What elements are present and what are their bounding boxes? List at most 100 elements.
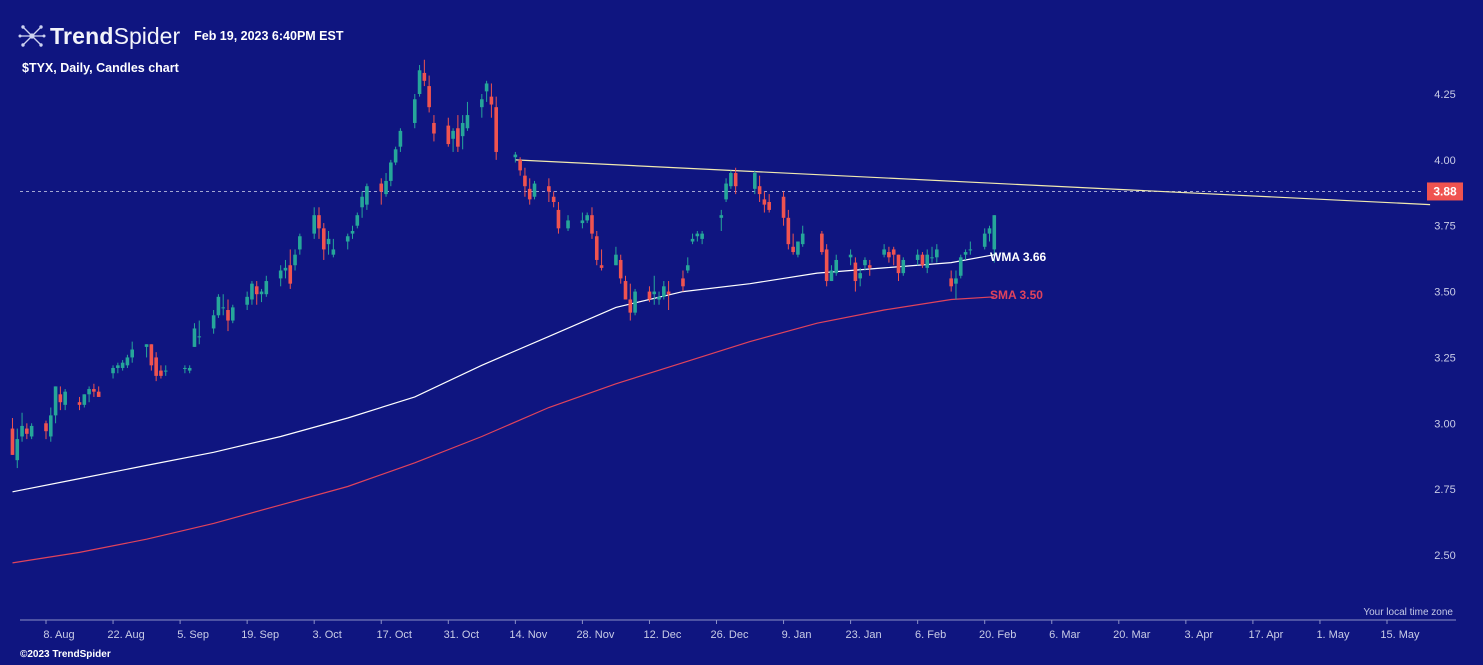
x-tick-label: 14. Nov [509,629,547,641]
candle-up [48,407,53,442]
x-tick-label: 31. Oct [444,629,479,641]
chart-timestamp: Feb 19, 2023 6:40PM EST [194,29,344,43]
candle-down [226,299,230,332]
candle-down [733,167,738,195]
candle-body [786,217,791,245]
x-tick-label: 6. Mar [1049,629,1081,641]
candle-body [48,415,53,437]
candle-up [250,281,254,305]
candle-up [460,115,465,150]
candle-down [853,257,858,292]
candle-body [230,307,235,321]
candle-body [547,186,551,192]
candle-body [513,154,518,158]
candle-body [432,122,436,134]
candle-up [365,183,369,210]
candle-up [360,191,364,218]
candle-down [254,281,259,305]
candle-up [858,267,862,287]
candle-body [187,367,192,371]
time-axis: 8. Aug 22. Aug 5. Sep 19. Sep 3. Oct 17. Oct 3… [20,619,1456,641]
spider-logo-icon [18,25,46,47]
candle-body [92,389,96,392]
candle-body [116,365,120,368]
candle-up [87,386,91,403]
candle-up [111,365,115,379]
candle-up [800,225,805,247]
y-tick-label: 3.00 [1434,418,1455,430]
candle-up [915,249,920,266]
candle-body [465,115,470,129]
candle-body [58,394,63,403]
candle-body [53,386,58,416]
candle-down [25,423,29,440]
candle-body [580,220,585,224]
candle-body [891,249,896,255]
candle-body [288,265,293,284]
candle-body [25,428,29,434]
candle-body [379,183,384,192]
candle-down [92,383,96,397]
candle-up [298,233,302,255]
candle-body [393,149,398,163]
indicator-labels: WMA 3.66 SMA 3.50 [990,250,1047,302]
candle-down [523,167,527,197]
candle-up [863,257,867,271]
candle-body [527,188,532,200]
candle-up [125,354,130,368]
candle-body [896,254,901,274]
candle-body [556,209,561,229]
candle-up [958,254,963,279]
candle-up [326,230,331,255]
candle-down [949,270,953,292]
candle-down [681,270,685,292]
candle-up [513,151,518,163]
candle-up [465,101,470,131]
candle-down [149,344,154,371]
candle-down [321,223,326,260]
candle-up [753,170,757,195]
candle-down [494,96,498,160]
candle-body [331,249,336,255]
candle-body [719,215,724,218]
candle-up [484,80,489,102]
candle-up [144,344,149,358]
candle-body [365,186,369,205]
candle-body [283,267,288,271]
candle-down [666,281,671,311]
candle-up [451,128,455,152]
trendspider-logo[interactable]: Trend Spider [18,22,180,50]
candle-body [666,291,671,295]
candle-up [935,244,939,263]
candle-down [867,259,872,276]
candle-up [724,178,728,203]
candle-body [982,233,987,247]
candle-up [211,310,216,334]
candle-body [848,254,853,258]
candle-body [623,281,628,300]
candle-body [628,299,633,313]
price-axis: 2.50 2.75 3.00 3.25 3.50 3.75 4.00 4.25 3.88 [1427,89,1463,562]
candle-body [824,249,829,282]
sma-label: SMA 3.50 [990,288,1043,302]
candle-body [532,183,537,197]
candle-body [594,236,599,260]
candle-body [690,238,695,242]
chart-subtitle: $TYX, Daily, Candles chart [22,61,179,75]
wma-label: WMA 3.66 [990,250,1047,264]
candles-layer [10,59,997,469]
candle-down [891,246,896,266]
candle-body [882,249,886,255]
candle-body [298,236,302,250]
candle-body [159,370,163,376]
candle-body [887,252,891,258]
candle-body [762,199,767,205]
candle-up [987,225,992,242]
candle-up [245,291,249,311]
candle-body [695,233,700,237]
x-tick-label: 5. Sep [177,629,209,641]
candle-up [580,212,585,229]
x-tick-label: 9. Jan [782,629,812,641]
candle-up [834,254,839,276]
